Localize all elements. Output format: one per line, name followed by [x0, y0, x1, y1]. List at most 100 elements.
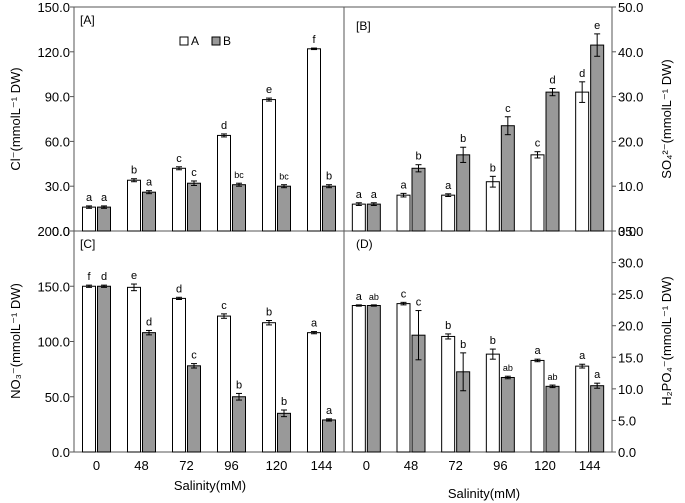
bar-b-b-48 — [411, 167, 426, 232]
bar-a-b-120 — [277, 185, 291, 232]
panel-b-ytick-label: 40.0 — [618, 45, 643, 60]
panel-d-xtick-label: 96 — [493, 458, 507, 473]
bar-b-a-120 — [530, 154, 545, 232]
bar-b-b-96 — [500, 125, 515, 232]
bar-c-b-72 — [187, 365, 201, 453]
significance-label: a — [311, 318, 318, 330]
panel-c-label: [C] — [80, 237, 95, 251]
significance-label: c — [176, 153, 182, 165]
panel-c-xtick-label: 48 — [134, 458, 148, 473]
significance-label: e — [131, 270, 137, 282]
panel-a-label: [A] — [80, 13, 95, 27]
bar-c-a-120 — [262, 322, 276, 453]
bar-a-b-0 — [97, 206, 111, 232]
significance-label: e — [266, 84, 272, 96]
bar-c-a-72 — [172, 297, 186, 453]
significance-label: b — [460, 339, 466, 351]
bar-a-b-48 — [142, 191, 156, 232]
panel-d-xlabel: Salinity(mM) — [448, 486, 520, 501]
bar-c-b-48 — [142, 332, 156, 453]
bar-d-a-48 — [396, 303, 411, 453]
panel-a-ytick-label: 120.0 — [37, 45, 70, 60]
panel-c-ytick-label: 200.0 — [37, 224, 70, 239]
significance-label: b — [131, 165, 137, 177]
panel-d-xtick-label: 120 — [534, 458, 556, 473]
significance-label: a — [534, 345, 541, 357]
bar-a-b-72 — [187, 182, 201, 232]
significance-label: d — [176, 283, 182, 295]
significance-label: a — [371, 189, 378, 201]
bar-b-b-72 — [456, 154, 471, 232]
bar-c-a-48 — [127, 286, 141, 453]
panel-d-xtick-label: 0 — [363, 458, 370, 473]
panel-a-ytick-label: 150.0 — [37, 0, 70, 15]
significance-label: d — [146, 316, 152, 328]
legend-label-a: A — [191, 34, 199, 48]
bar-a-a-96 — [217, 134, 231, 232]
bar-a-a-144 — [307, 48, 321, 232]
panel-c-ylabel: NO₃⁻(mmolL⁻¹ DW) — [8, 283, 23, 399]
panel-d-ylabel: H₂PO₄⁻(mmolL⁻¹ DW) — [659, 276, 674, 406]
legend-swatch-a — [179, 36, 189, 46]
panel-c-xtick-label: 96 — [224, 458, 238, 473]
significance-label: d — [549, 75, 555, 87]
significance-label: a — [146, 177, 153, 189]
panel-d-frame — [343, 230, 613, 453]
panel-c-xlabel: Salinity(mM) — [174, 478, 246, 493]
significance-label: b — [415, 151, 421, 163]
panel-d-xtick-label: 72 — [448, 458, 462, 473]
bar-b-b-120 — [545, 91, 560, 232]
significance-label: b — [445, 320, 451, 332]
panel-a-ytick-label: 30.0 — [45, 179, 70, 194]
significance-label: b — [326, 171, 332, 183]
panel-c-xtick-label: 0 — [93, 458, 100, 473]
panel-b-ytick-label: 50.0 — [618, 0, 643, 15]
bar-a-a-48 — [127, 179, 141, 232]
significance-label: bc — [234, 170, 244, 180]
bar-b-a-144 — [575, 91, 590, 232]
panel-d-label: (D) — [356, 237, 373, 251]
bar-d-a-120 — [530, 359, 545, 453]
significance-label: ab — [369, 292, 379, 302]
significance-label: a — [356, 291, 363, 303]
significance-label: a — [356, 189, 363, 201]
bar-c-b-120 — [277, 412, 291, 453]
panel-b-ytick-label: 20.0 — [618, 134, 643, 149]
panel-d-ytick-label: 15.0 — [618, 350, 643, 365]
panel-c-ytick-label: 100.0 — [37, 335, 70, 350]
significance-label: c — [191, 350, 197, 362]
significance-label: c — [191, 167, 197, 179]
panel-c-ytick-label: 150.0 — [37, 279, 70, 294]
significance-label: c — [505, 103, 511, 115]
significance-label: d — [221, 120, 227, 132]
bar-a-a-120 — [262, 99, 276, 232]
bar-a-a-72 — [172, 167, 186, 232]
bar-b-b-144 — [590, 44, 605, 232]
bar-a-b-144 — [322, 185, 336, 232]
bar-b-a-48 — [396, 194, 411, 232]
significance-label: b — [281, 396, 287, 408]
panel-c-xtick-label: 72 — [179, 458, 193, 473]
significance-label: c — [221, 300, 227, 312]
significance-label: c — [401, 288, 407, 300]
bar-d-b-0 — [366, 305, 381, 453]
panel-d-xtick-label: 144 — [579, 458, 601, 473]
significance-label: b — [490, 335, 496, 347]
bar-b-a-96 — [485, 181, 500, 232]
panel-c-frame — [73, 230, 345, 453]
significance-label: f — [87, 271, 91, 283]
bar-c-b-96 — [232, 396, 246, 453]
bar-d-b-144 — [590, 385, 605, 453]
panel-d-ytick-label: 35.0 — [618, 224, 643, 239]
significance-label: ab — [547, 372, 557, 382]
significance-label: c — [535, 138, 541, 150]
bar-d-a-96 — [485, 353, 500, 453]
panel-b-ylabel: SO₄²⁻(mmolL⁻¹ DW) — [659, 59, 674, 178]
bar-c-b-0 — [97, 285, 111, 453]
panel-a-ytick-label: 60.0 — [45, 134, 70, 149]
panel-b-ytick-label: 30.0 — [618, 90, 643, 105]
bar-c-b-144 — [322, 419, 336, 453]
bar-b-b-0 — [366, 203, 381, 232]
panel-b-frame — [343, 6, 613, 232]
